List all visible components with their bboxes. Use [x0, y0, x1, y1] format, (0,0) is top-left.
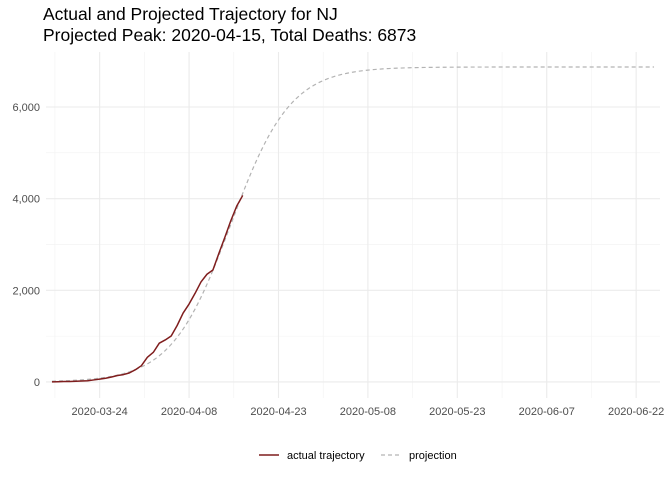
x-tick-label: 2020-04-23	[250, 406, 306, 418]
series-lines	[51, 66, 655, 383]
y-tick-label: 4,000	[12, 194, 40, 206]
x-tick-label: 2020-05-08	[340, 406, 396, 418]
chart-title: Actual and Projected Trajectory for NJ	[43, 4, 338, 24]
x-tick-label: 2020-06-07	[519, 406, 575, 418]
y-tick-label: 6,000	[12, 102, 40, 114]
x-tick-label: 2020-04-08	[161, 406, 217, 418]
chart-subtitle: Projected Peak: 2020-04-15, Total Deaths…	[43, 25, 416, 45]
series-line-actual-trajectory	[51, 195, 244, 383]
y-tick-label: 0	[34, 377, 40, 389]
grid	[46, 52, 660, 398]
x-tick-label: 2020-03-24	[72, 406, 128, 418]
legend: actual trajectory projection	[259, 450, 457, 462]
y-tick-label: 2,000	[12, 285, 40, 297]
legend-label-projection: projection	[409, 450, 457, 462]
x-axis-ticks: 2020-03-24 2020-04-08 2020-04-23 2020-05-08…	[72, 406, 665, 418]
series-line-projection	[51, 66, 655, 382]
legend-label-actual-trajectory: actual trajectory	[287, 450, 365, 462]
y-axis-ticks: 0 2,000 4,000 6,000	[12, 102, 40, 389]
x-tick-label: 2020-06-22	[608, 406, 664, 418]
x-tick-label: 2020-05-23	[429, 406, 485, 418]
